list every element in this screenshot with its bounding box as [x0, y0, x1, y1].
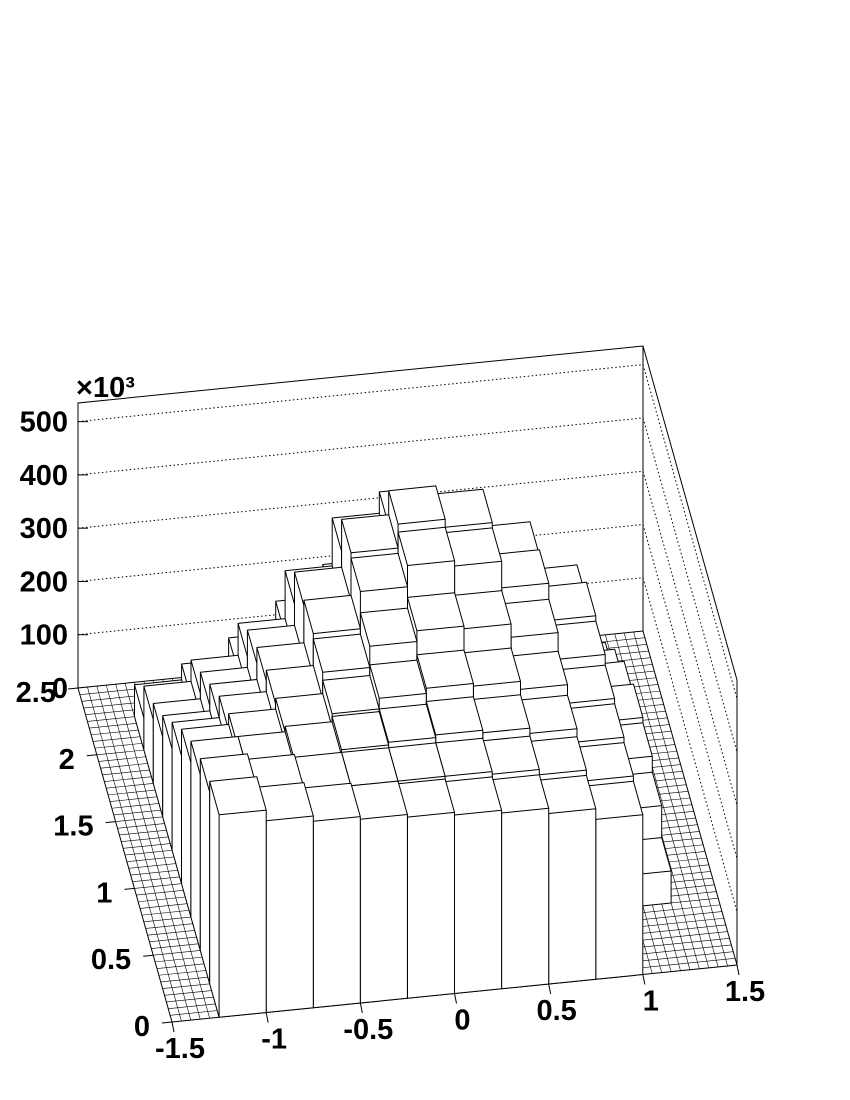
x-tick-label: -1: [261, 1024, 287, 1056]
grid-line: [77, 364, 738, 699]
box-edge: [77, 345, 644, 688]
y-tick: [86, 754, 97, 757]
z-tick-label: 400: [20, 460, 68, 492]
x-tick: [736, 964, 740, 976]
x-tick-label: 1: [643, 986, 659, 1018]
y-tick-label: 2: [59, 744, 75, 776]
x-tick: [548, 983, 552, 995]
box-edge: [642, 345, 738, 965]
x-tick-label: -0.5: [343, 1014, 393, 1046]
y-tick: [124, 887, 135, 890]
x-tick-label: 0.5: [537, 995, 577, 1027]
grid-line: [77, 577, 738, 912]
y-tick-label: 0.5: [91, 944, 131, 976]
z-tick-label: 0: [52, 673, 68, 705]
x-tick: [359, 1002, 363, 1014]
y-tick: [67, 687, 79, 690]
y-tick: [105, 821, 116, 824]
z-tick-label: 500: [20, 407, 68, 439]
x-tick: [265, 1012, 269, 1023]
x-tick: [171, 1021, 175, 1033]
x-tick-label: -1.5: [155, 1033, 205, 1065]
y-tick: [143, 954, 154, 957]
grid-line: [77, 523, 738, 859]
z-tick-label: 100: [20, 620, 68, 652]
x-tick: [642, 974, 646, 985]
z-tick-label: 300: [20, 513, 68, 545]
y-tick-label: 0: [134, 1011, 150, 1043]
y-tick-label: 1: [96, 877, 112, 909]
y-tick: [161, 1021, 173, 1024]
z-multiplier: ×10³: [76, 372, 135, 404]
grid-line: [77, 470, 738, 806]
x-tick: [454, 993, 457, 1004]
z-tick-label: 200: [20, 566, 68, 598]
bar: [209, 776, 267, 1018]
y-tick-label: 2.5: [16, 677, 56, 709]
y-tick-label: 1.5: [53, 811, 93, 843]
x-tick-label: 1.5: [725, 976, 765, 1008]
grid-line: [77, 417, 738, 753]
x-tick-label: 0: [454, 1005, 470, 1037]
